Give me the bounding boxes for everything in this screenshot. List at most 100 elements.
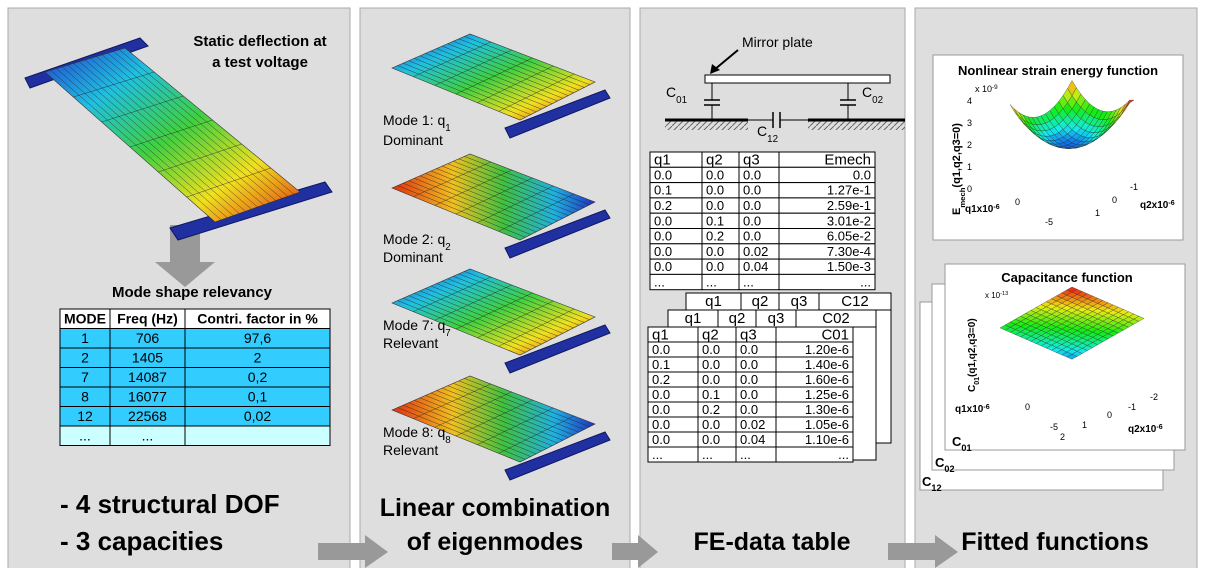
y-tick-label: 0 [1107,410,1112,420]
text-part: C [757,123,767,139]
table-cell-text: 0,1 [248,388,268,404]
text-part: Mode 8: q [383,424,445,440]
table-cell-text: 0.1 [706,213,724,228]
table-cell-text: 0.1 [654,183,672,198]
table-cell-text: 0.0 [740,357,758,372]
table-cell-text: 0.0 [652,342,670,357]
text-part: (q1,q2,q3=0) [967,318,978,377]
table-cell-text: 2 [254,349,262,365]
text-part: C [967,385,978,392]
y-tick-label: -1 [1130,182,1138,192]
table-cell-text: 0,2 [248,369,268,385]
table-cell-text: 0.02 [740,417,765,432]
table-cell-text: 2 [81,349,89,365]
table-cell-text: 1.10e-6 [805,432,849,447]
z-tick-label: 2 [967,140,972,150]
table-cell-text: 16077 [128,388,167,404]
text-part: x 10 [975,84,992,94]
x-tick-label: 0 [1015,197,1020,207]
table-cell-text: 14087 [128,369,167,385]
table-cell-text: 0.0 [740,342,758,357]
table-cell-text: 0.0 [706,244,724,259]
table-cell-text: 0.0 [743,183,761,198]
table-cell-text: 0.0 [702,342,720,357]
text-part: -9 [992,84,998,91]
z-tick-label: 4 [967,96,972,106]
table-cell-text: 0.0 [740,402,758,417]
text-part: -6 [1168,200,1174,207]
plot-title: Nonlinear strain energy function [958,63,1158,78]
mode-role: Relevant [383,442,438,458]
z-tick-label: 1 [967,162,972,172]
text-part: 2 [445,242,450,253]
table-cell-text: ... [706,274,717,289]
text-part: 01 [974,377,981,385]
table-cell-text: 1405 [132,349,163,365]
table-cell-text: ... [860,274,871,289]
y-tick-label: -2 [1150,392,1158,402]
table-cell-text: 0.0 [706,259,724,274]
text-part: 12 [931,483,941,493]
text-part: q2x10 [1128,424,1157,435]
table-cell-text: 6.05e-2 [827,229,871,244]
table-cell-text: 0.0 [702,357,720,372]
table-header: q1 [685,310,702,327]
table-cell-text: 0.04 [743,259,768,274]
summary-item: - 4 structural DOF [60,489,280,519]
table-cell-text: 0.0 [652,417,670,432]
caption: FE-data table [694,528,851,556]
table-cell-text: 0.0 [654,244,672,259]
table-header: q1 [705,293,722,310]
text-part: -6 [1156,424,1162,431]
text-part: E [951,208,963,215]
table-cell-text: 0,02 [244,408,271,424]
table-cell-text: 0.0 [853,167,871,182]
z-tick-label: 0 [967,184,972,194]
diagram: Static deflection ata test voltageMode s… [0,0,1205,568]
table-cell-text: 0.0 [706,198,724,213]
table-cell-text: 0.1 [652,357,670,372]
table-cell-text: 1.30e-6 [805,402,849,417]
table-cell-text: 0.0 [706,167,724,182]
text-part: 1 [445,123,450,134]
table-cell-text: 8 [81,388,89,404]
table-cell-text: 0.0 [652,432,670,447]
text-part: -6 [983,404,989,411]
table-cell-text: 0.0 [702,417,720,432]
table-cell-text: 0.2 [654,198,672,213]
table-cell-text: ... [79,427,91,443]
text-part: C [862,84,872,100]
table-cell-text: ... [743,274,754,289]
y-tick-label: 2 [1060,432,1065,442]
table-cell-text: ... [740,447,751,462]
table-header: MODE [64,310,106,326]
x-tick-label: -5 [1045,217,1053,227]
table-header: q3 [768,310,785,327]
table-cell-text: 0.0 [740,372,758,387]
table-cell-text: 2.59e-1 [827,198,871,213]
table-title: Mode shape relevancy [112,284,273,301]
table-cell-text: 1.25e-6 [805,387,849,402]
table-cell-text: ... [702,447,713,462]
table-cell-text: 0.1 [702,387,720,402]
table-cell-text: 7 [81,369,89,385]
text-part: 12 [767,134,778,145]
table-cell-text: 0.0 [743,198,761,213]
table-cell-text: 3.01e-2 [827,213,871,228]
text-part: x 10 [985,291,1001,300]
table-cell-text: 0.2 [702,402,720,417]
table-header: Contri. factor in % [197,310,318,326]
table-cell-text: 0.0 [702,432,720,447]
text-part: C [666,84,676,100]
table-cell-text: 0.0 [706,183,724,198]
text-part: q1x10 [965,204,994,215]
table-header: q2 [706,152,723,169]
table-header: Emech [824,152,871,169]
table-cell-text: 0.0 [743,229,761,244]
summary-item: - 3 capacities [60,526,223,556]
table-header: q2 [729,310,746,327]
page: Static deflection ata test voltageMode s… [0,0,1205,568]
annotation: Mirror plate [742,34,813,50]
table-header: C01 [821,326,849,343]
table-cell [185,426,330,446]
